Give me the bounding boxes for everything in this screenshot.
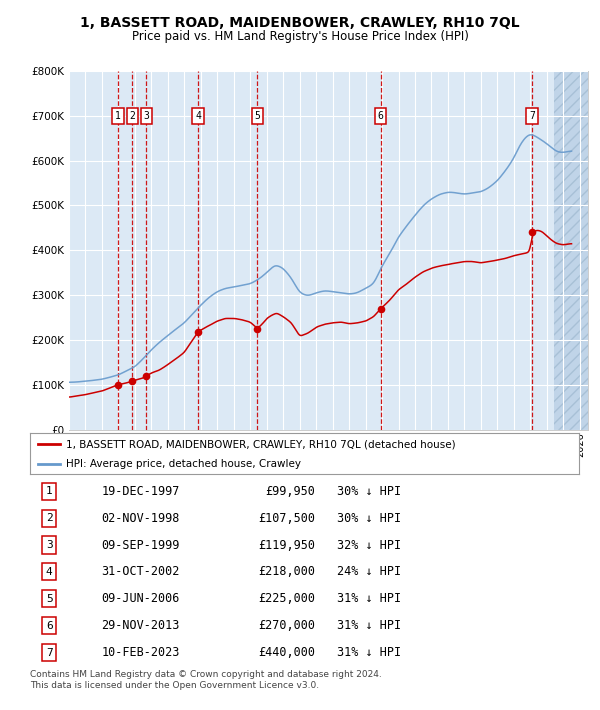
- Text: 6: 6: [46, 621, 53, 630]
- Text: 31% ↓ HPI: 31% ↓ HPI: [337, 592, 401, 606]
- Text: 7: 7: [529, 111, 535, 121]
- Text: 30% ↓ HPI: 30% ↓ HPI: [337, 485, 401, 498]
- Text: 32% ↓ HPI: 32% ↓ HPI: [337, 538, 401, 552]
- Text: 3: 3: [143, 111, 149, 121]
- Text: 1, BASSETT ROAD, MAIDENBOWER, CRAWLEY, RH10 7QL (detached house): 1, BASSETT ROAD, MAIDENBOWER, CRAWLEY, R…: [65, 439, 455, 449]
- Text: £270,000: £270,000: [259, 619, 316, 632]
- Text: 6: 6: [377, 111, 383, 121]
- Text: £107,500: £107,500: [259, 512, 316, 525]
- Text: Price paid vs. HM Land Registry's House Price Index (HPI): Price paid vs. HM Land Registry's House …: [131, 30, 469, 43]
- Text: £440,000: £440,000: [259, 646, 316, 659]
- Text: 7: 7: [46, 648, 53, 657]
- Text: 02-NOV-1998: 02-NOV-1998: [101, 512, 180, 525]
- Text: 09-SEP-1999: 09-SEP-1999: [101, 538, 180, 552]
- Bar: [554, 71, 588, 430]
- Text: £225,000: £225,000: [259, 592, 316, 606]
- Text: 31% ↓ HPI: 31% ↓ HPI: [337, 646, 401, 659]
- Text: 4: 4: [195, 111, 201, 121]
- Text: 09-JUN-2006: 09-JUN-2006: [101, 592, 180, 606]
- Text: 1: 1: [46, 486, 53, 496]
- Text: 2: 2: [46, 513, 53, 523]
- Text: 1, BASSETT ROAD, MAIDENBOWER, CRAWLEY, RH10 7QL: 1, BASSETT ROAD, MAIDENBOWER, CRAWLEY, R…: [80, 16, 520, 30]
- Text: 31% ↓ HPI: 31% ↓ HPI: [337, 619, 401, 632]
- Text: 31-OCT-2002: 31-OCT-2002: [101, 565, 180, 579]
- Text: 1: 1: [115, 111, 121, 121]
- Text: 3: 3: [46, 540, 53, 550]
- Text: 5: 5: [46, 594, 53, 604]
- Text: £119,950: £119,950: [259, 538, 316, 552]
- Text: £218,000: £218,000: [259, 565, 316, 579]
- Text: 10-FEB-2023: 10-FEB-2023: [101, 646, 180, 659]
- Text: 29-NOV-2013: 29-NOV-2013: [101, 619, 180, 632]
- Text: 2: 2: [130, 111, 135, 121]
- Text: 24% ↓ HPI: 24% ↓ HPI: [337, 565, 401, 579]
- Text: 5: 5: [254, 111, 260, 121]
- Text: 30% ↓ HPI: 30% ↓ HPI: [337, 512, 401, 525]
- Text: 4: 4: [46, 567, 53, 577]
- Text: 19-DEC-1997: 19-DEC-1997: [101, 485, 180, 498]
- Bar: [554, 71, 588, 430]
- Text: HPI: Average price, detached house, Crawley: HPI: Average price, detached house, Craw…: [65, 459, 301, 469]
- Text: Contains HM Land Registry data © Crown copyright and database right 2024.
This d: Contains HM Land Registry data © Crown c…: [30, 670, 382, 689]
- Text: £99,950: £99,950: [266, 485, 316, 498]
